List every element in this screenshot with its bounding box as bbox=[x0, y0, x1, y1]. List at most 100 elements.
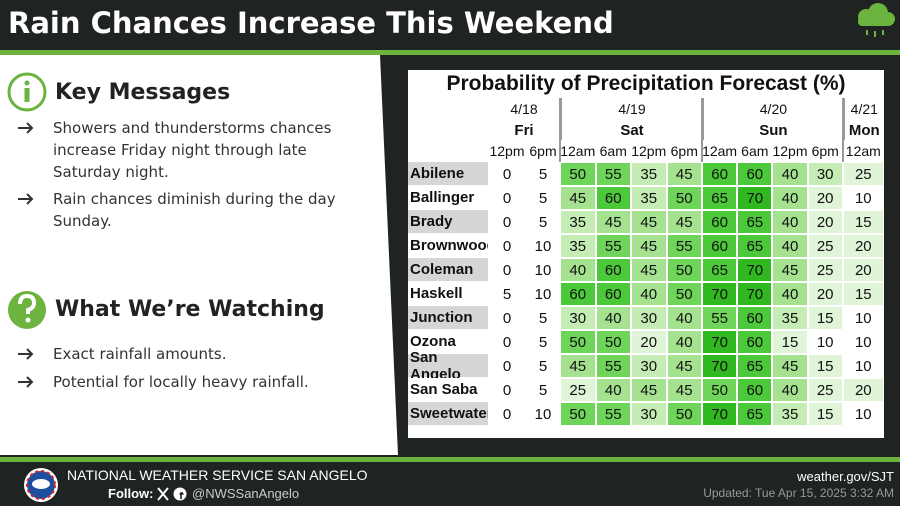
left-panel bbox=[0, 55, 398, 455]
pop-cell: 40 bbox=[772, 234, 808, 258]
pop-cell: 45 bbox=[560, 354, 596, 378]
pop-cell: 5 bbox=[526, 162, 560, 186]
location-label: Sweetwater bbox=[408, 402, 493, 426]
pop-cell: 45 bbox=[631, 378, 667, 402]
pop-cell: 35 bbox=[560, 210, 596, 234]
pop-cell: 60 bbox=[595, 186, 631, 210]
pop-cell: 25 bbox=[560, 378, 596, 402]
pop-cell: 60 bbox=[737, 306, 773, 330]
pop-cell: 50 bbox=[560, 402, 596, 426]
time-label: 12pm bbox=[631, 143, 667, 159]
pop-cell: 40 bbox=[772, 162, 808, 186]
pop-cell: 65 bbox=[702, 258, 738, 282]
pop-cell: 10 bbox=[842, 402, 884, 426]
pop-cell: 50 bbox=[560, 162, 596, 186]
pop-cell: 20 bbox=[842, 258, 884, 282]
pop-cell: 0 bbox=[488, 306, 526, 330]
cloud-icon bbox=[858, 3, 895, 37]
office-name: NATIONAL WEATHER SERVICE SAN ANGELO bbox=[67, 467, 368, 483]
location-label: Junction bbox=[408, 306, 488, 330]
pop-cell: 0 bbox=[488, 402, 526, 426]
pop-cell: 55 bbox=[595, 234, 631, 258]
location-label: San Angelo bbox=[408, 349, 488, 383]
follow-label: Follow: bbox=[108, 486, 154, 501]
social-icons bbox=[157, 487, 187, 501]
pop-cell: 65 bbox=[737, 402, 773, 426]
time-label: 6pm bbox=[670, 143, 698, 159]
pop-cell: 35 bbox=[772, 402, 808, 426]
table-title: Probability of Precipitation Forecast (%… bbox=[446, 72, 846, 95]
footer-rule bbox=[0, 457, 900, 462]
pop-cell: 20 bbox=[631, 330, 667, 354]
pop-cell: 10 bbox=[842, 186, 884, 210]
pop-cell: 70 bbox=[702, 402, 738, 426]
pop-cell: 45 bbox=[772, 258, 808, 282]
pop-cell: 45 bbox=[631, 258, 667, 282]
time-label: 12pm bbox=[772, 143, 808, 159]
time-label: 6am bbox=[741, 143, 769, 159]
pop-cell: 30 bbox=[631, 306, 667, 330]
pop-cell: 60 bbox=[702, 234, 738, 258]
pop-cell: 55 bbox=[666, 234, 702, 258]
day-label: Mon bbox=[842, 120, 884, 140]
pop-cell: 45 bbox=[666, 354, 702, 378]
location-label: San Saba bbox=[408, 378, 488, 402]
pop-cell: 5 bbox=[526, 186, 560, 210]
pop-cell: 70 bbox=[737, 186, 773, 210]
time-label: 12am bbox=[845, 143, 881, 159]
pop-cell: 60 bbox=[595, 282, 631, 306]
pop-cell: 0 bbox=[488, 330, 526, 354]
forecast-table: Probability of Precipitation Forecast (%… bbox=[408, 70, 884, 438]
pop-cell: 60 bbox=[595, 258, 631, 282]
pop-cell: 40 bbox=[772, 378, 808, 402]
pop-cell: 10 bbox=[807, 330, 843, 354]
location-label: Ozona bbox=[408, 330, 488, 354]
pop-cell: 50 bbox=[560, 330, 596, 354]
pop-cell: 65 bbox=[737, 354, 773, 378]
pop-cell: 45 bbox=[631, 210, 667, 234]
time-label: 6pm bbox=[811, 143, 839, 159]
social-handle: @NWSSanAngelo bbox=[192, 486, 300, 501]
pop-cell: 0 bbox=[488, 258, 526, 282]
header-rule bbox=[0, 50, 900, 55]
pop-cell: 45 bbox=[595, 210, 631, 234]
pop-cell: 20 bbox=[807, 210, 843, 234]
website: weather.gov/SJT bbox=[797, 469, 894, 484]
pop-cell: 40 bbox=[631, 282, 667, 306]
pop-cell: 35 bbox=[631, 162, 667, 186]
pop-cell: 70 bbox=[702, 330, 738, 354]
time-label: 12pm bbox=[489, 143, 525, 159]
bullet-text: Potential for locally heavy rainfall. bbox=[53, 373, 309, 391]
location-label: Haskell bbox=[408, 282, 488, 306]
pop-cell: 45 bbox=[772, 354, 808, 378]
pop-cell: 20 bbox=[807, 282, 843, 306]
pop-cell: 60 bbox=[702, 162, 738, 186]
pop-cell: 25 bbox=[842, 162, 884, 186]
pop-cell: 0 bbox=[488, 162, 526, 186]
pop-cell: 25 bbox=[807, 378, 843, 402]
pop-cell: 50 bbox=[702, 378, 738, 402]
pop-cell: 15 bbox=[842, 210, 884, 234]
pop-cell: 50 bbox=[666, 282, 702, 306]
pop-cell: 15 bbox=[807, 402, 843, 426]
day-label: Fri bbox=[514, 121, 534, 139]
day-label: Sun bbox=[702, 120, 843, 140]
pop-cell: 0 bbox=[488, 186, 526, 210]
pop-cell: 15 bbox=[842, 282, 884, 306]
location-label: Brownwood bbox=[408, 234, 496, 258]
pop-cell: 40 bbox=[772, 282, 808, 306]
pop-cell: 10 bbox=[842, 354, 884, 378]
updated-time: Updated: Tue Apr 15, 2025 3:32 AM bbox=[703, 486, 894, 500]
pop-cell: 20 bbox=[807, 186, 843, 210]
pop-cell: 60 bbox=[560, 282, 596, 306]
bullet-text: Exact rainfall amounts. bbox=[53, 345, 227, 363]
date-label: 4/19 bbox=[560, 98, 702, 120]
pop-cell: 60 bbox=[737, 162, 773, 186]
pop-cell: 20 bbox=[842, 378, 884, 402]
title: Rain Chances Increase This Weekend bbox=[8, 6, 614, 40]
pop-cell: 60 bbox=[702, 210, 738, 234]
section-heading: Key Messages bbox=[55, 80, 231, 105]
time-label: 6pm bbox=[529, 143, 557, 159]
pop-cell: 65 bbox=[737, 210, 773, 234]
